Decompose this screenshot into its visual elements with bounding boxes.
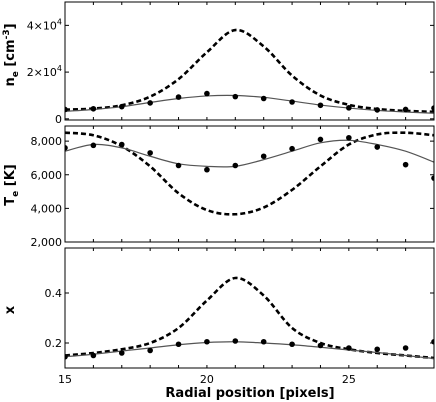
x-tick-label: 15 [58, 373, 72, 386]
data-point [260, 153, 267, 160]
data-point [431, 175, 434, 181]
y-tick-label: 4,000 [31, 202, 63, 215]
data-point [374, 144, 381, 150]
data-point [260, 95, 267, 102]
data-point [118, 103, 125, 110]
data-point [374, 346, 381, 353]
panels-group: 0 2×104 4×104 ne [cm-3] 2,000 4,000 6,000 8,000… [2, 1, 435, 386]
data-point [90, 142, 97, 149]
data-point [118, 350, 125, 356]
data-point [175, 341, 182, 348]
data-point [317, 342, 324, 349]
y-tick-label: 8,000 [31, 135, 63, 148]
data-point [175, 94, 182, 100]
data-point [65, 106, 68, 113]
y-tick-label: 0.2 [45, 337, 63, 350]
data-point [204, 166, 210, 173]
solid-model-line [65, 341, 434, 360]
data-point [346, 134, 352, 141]
plot-area [65, 28, 434, 114]
axis-frame [64, 247, 435, 369]
y-axis-label: Te [K] [3, 164, 21, 205]
data-point [317, 136, 324, 143]
data-point [147, 100, 153, 106]
data-point [90, 105, 97, 112]
data-point [65, 353, 68, 360]
dashed-model-line [65, 28, 434, 114]
x-axis-label: Radial position [pixels] [165, 386, 334, 401]
data-point [289, 145, 295, 152]
data-point [232, 93, 239, 100]
data-point [204, 90, 210, 97]
panel-1: 0 2×104 4×104 ne [cm-3] [2, 1, 435, 126]
panel-2: 2,000 4,000 6,000 8,000 Te [K] [3, 125, 435, 249]
axis-frame [64, 1, 435, 121]
solid-model-line [65, 139, 434, 168]
data-point [175, 162, 182, 169]
y-tick-label: 0.4 [45, 287, 63, 300]
dashed-model-line [65, 276, 434, 360]
y-tick-label: 0 [55, 113, 62, 126]
y-tick-label: 6,000 [31, 169, 63, 182]
data-point [402, 161, 409, 168]
y-tick-label: 2×104 [27, 64, 62, 79]
data-point [402, 106, 409, 113]
data-point [431, 105, 434, 111]
x-tick-label: 20 [200, 373, 214, 386]
data-point [65, 145, 68, 151]
data-point [374, 107, 381, 113]
panel-3: 0.2 0.4 15 20 25 x [3, 247, 435, 386]
data-point [147, 347, 153, 354]
y-tick-label: 2,000 [31, 236, 63, 249]
data-point [346, 345, 352, 351]
data-point [232, 162, 239, 169]
y-axis-label: ne [cm-3] [2, 23, 21, 86]
y-tick-label: 4×104 [27, 17, 62, 32]
data-point [289, 99, 295, 105]
plot-area [65, 276, 434, 360]
data-point [402, 345, 409, 351]
dashed-model-line [65, 131, 434, 216]
data-point [260, 338, 267, 345]
data-point [90, 352, 97, 359]
data-point [346, 105, 352, 111]
data-point [232, 338, 239, 344]
x-tick-label: 25 [342, 373, 356, 386]
y-axis-label: x [3, 305, 18, 314]
data-point [118, 141, 125, 148]
axis-frame [64, 125, 435, 243]
data-point [147, 150, 153, 156]
plot-area [65, 131, 434, 216]
data-point [204, 338, 210, 345]
data-point [289, 341, 295, 348]
data-point [317, 102, 324, 109]
